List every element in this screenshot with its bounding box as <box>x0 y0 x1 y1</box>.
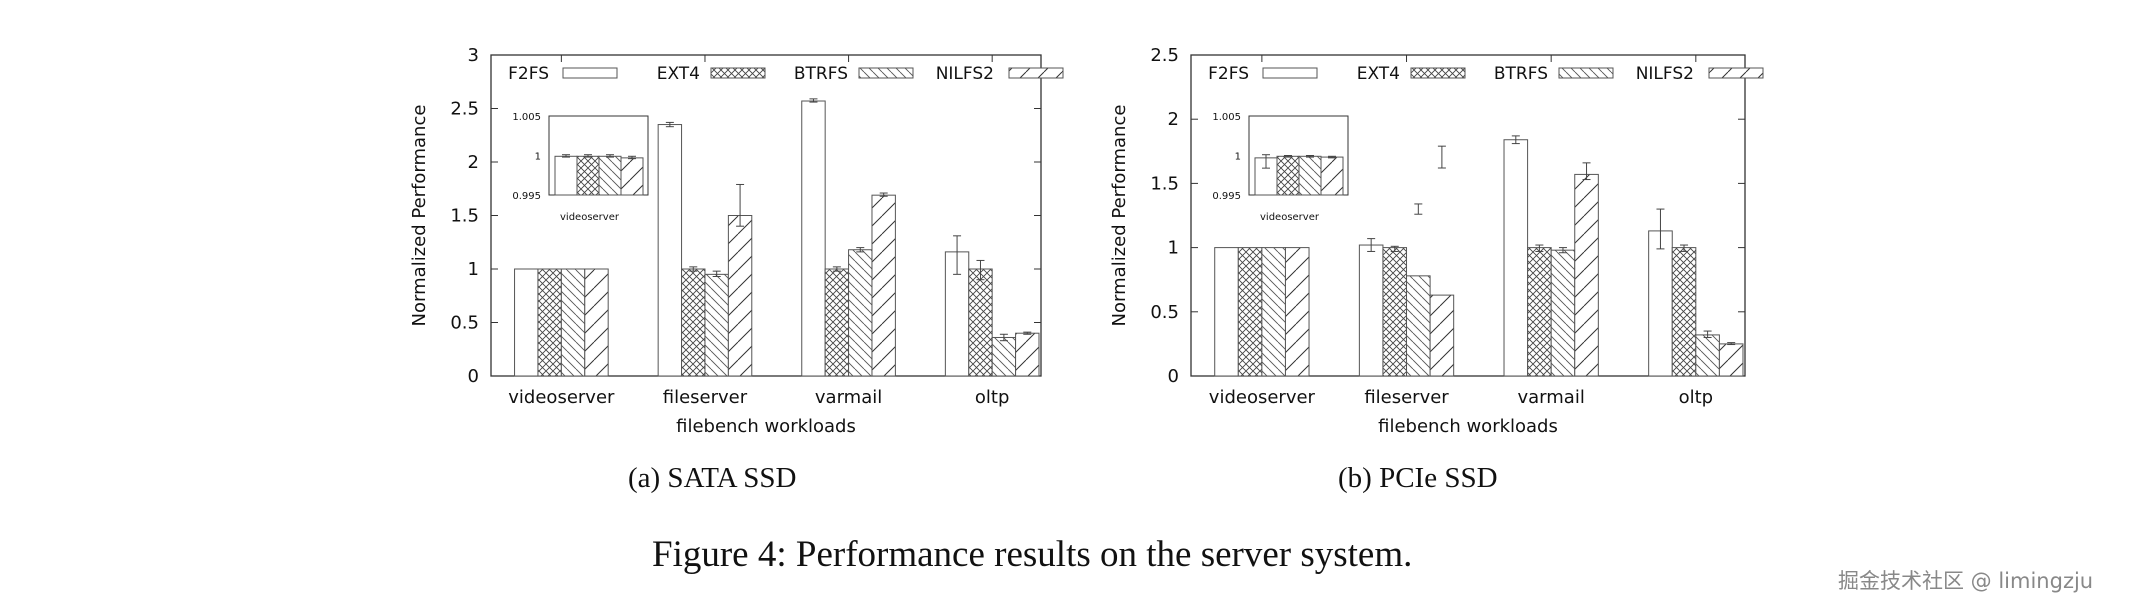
y-axis-title: Normalized Performance <box>1109 105 1130 327</box>
bar-ext4-oltp <box>1671 247 1697 377</box>
legend-label: BTRFS <box>794 64 848 84</box>
subcaption-b: (b) PCIe SSD <box>1338 462 1498 494</box>
inset-y-tick-label: 1.005 <box>1212 112 1241 123</box>
bar-f2fs-videoserver <box>514 268 539 377</box>
y-tick-label: 2 <box>468 152 479 173</box>
bar-nilfs2-videoserver <box>1284 247 1310 377</box>
x-axis-title: filebench workloads <box>676 416 856 437</box>
x-tick-label: varmail <box>815 387 882 408</box>
inset-bar-nilfs2 <box>620 157 644 196</box>
bar-ext4-videoserver <box>537 268 562 377</box>
legend-label: EXT4 <box>657 64 700 84</box>
inset-x-label: videoserver <box>1260 212 1320 223</box>
legend-swatch-crosshatch <box>710 67 766 79</box>
legend-label: NILFS2 <box>1636 64 1694 84</box>
inset-bar-btrfs <box>1298 155 1322 196</box>
bar-f2fs-fileserver <box>1358 244 1384 377</box>
bar-ext4-fileserver <box>1382 247 1408 377</box>
bar-nilfs2-varmail <box>1574 173 1599 377</box>
y-axis-title: Normalized Performance <box>409 105 430 327</box>
legend-swatch-empty <box>562 67 618 79</box>
bar-ext4-oltp <box>968 268 993 377</box>
subcaption-a: (a) SATA SSD <box>628 462 797 494</box>
inset-bar-ext4 <box>1276 155 1300 196</box>
inset-bar-nilfs2 <box>1320 156 1344 196</box>
legend-swatch-backslash <box>1558 67 1614 79</box>
y-tick-label: 1 <box>1168 238 1179 259</box>
y-tick-label: 0.5 <box>450 313 479 334</box>
bar-ext4-varmail <box>1527 247 1552 377</box>
bar-btrfs-oltp <box>991 336 1017 377</box>
y-tick-label: 1 <box>468 259 479 280</box>
y-tick-label: 2 <box>1168 109 1179 130</box>
y-tick-label: 1.5 <box>1150 173 1179 194</box>
x-axis-title: filebench workloads <box>1378 416 1558 437</box>
y-tick-label: 1.5 <box>450 206 479 227</box>
figure-caption: Figure 4: Performance results on the ser… <box>652 534 1413 575</box>
bar-f2fs-videoserver <box>1214 247 1239 377</box>
legend-swatch-backslash <box>858 67 914 79</box>
y-tick-label: 0 <box>1168 366 1179 387</box>
chart-pcie-ssd: 0 0.5 1 1.5 2 2.5 videoserver fileserver varmail… <box>1109 45 1764 437</box>
x-tick-label: videoserver <box>508 387 615 408</box>
bar-nilfs2-videoserver <box>584 268 609 377</box>
x-tick-label: varmail <box>1518 387 1585 408</box>
bar-nilfs2-varmail <box>871 194 896 377</box>
y-tick-label: 3 <box>468 45 479 66</box>
y-tick-label: 2.5 <box>1150 45 1179 66</box>
x-tick-label: fileserver <box>1364 387 1449 408</box>
y-tick-label: 0.5 <box>1150 302 1179 323</box>
inset-y-tick-label: 1 <box>535 152 541 163</box>
bar-nilfs2-fileserver <box>727 215 753 377</box>
y-tick-label: 0 <box>468 366 479 387</box>
y-tick-label: 2.5 <box>450 99 479 120</box>
bar-nilfs2-fileserver <box>1429 294 1455 377</box>
chart-sata-ssd: 0 0.5 1 1.5 2 2.5 3 videoserver fileserver varmai… <box>409 45 1064 437</box>
legend-label: NILFS2 <box>936 64 994 84</box>
bar-btrfs-fileserver <box>704 273 729 377</box>
watermark: 掘金技术社区 @ limingzju <box>1838 569 2094 593</box>
bar-btrfs-varmail <box>848 249 873 377</box>
x-tick-label: oltp <box>975 387 1010 408</box>
bar-nilfs2-oltp <box>1015 332 1040 377</box>
legend-swatch-slash <box>1008 67 1064 79</box>
inset-x-label: videoserver <box>560 212 620 223</box>
inset-y-tick-label: 1.005 <box>512 112 541 123</box>
bar-btrfs-videoserver <box>560 268 586 377</box>
legend-swatch-crosshatch <box>1410 67 1466 79</box>
bar-btrfs-fileserver <box>1406 275 1431 377</box>
bar-ext4-videoserver <box>1237 247 1263 377</box>
bar-f2fs-oltp <box>1648 230 1673 377</box>
bar-btrfs-oltp <box>1695 334 1720 377</box>
legend-label: EXT4 <box>1357 64 1400 84</box>
bar-ext4-fileserver <box>681 268 706 377</box>
legend-swatch-slash <box>1708 67 1764 79</box>
legend-swatch-empty <box>1262 67 1318 79</box>
legend-label: BTRFS <box>1494 64 1548 84</box>
bar-f2fs-varmail <box>801 100 826 377</box>
x-tick-label: oltp <box>1679 387 1714 408</box>
x-tick-label: videoserver <box>1209 387 1316 408</box>
legend-label: F2FS <box>1208 64 1249 84</box>
inset-y-tick-label: 0.995 <box>1212 191 1241 202</box>
bar-f2fs-fileserver <box>657 124 683 377</box>
inset-bar-btrfs <box>598 155 622 196</box>
bar-btrfs-varmail <box>1550 249 1576 377</box>
inset-bar-ext4 <box>576 155 600 196</box>
plot-frame <box>1190 54 1746 377</box>
bar-btrfs-videoserver <box>1261 247 1286 377</box>
bar-f2fs-varmail <box>1503 139 1529 377</box>
inset-bar-f2fs <box>554 155 578 196</box>
inset-y-tick-label: 0.995 <box>512 191 541 202</box>
bar-ext4-varmail <box>824 268 850 377</box>
legend-label: F2FS <box>508 64 549 84</box>
inset-y-tick-label: 1 <box>1235 152 1241 163</box>
bar-nilfs2-oltp <box>1718 343 1744 377</box>
x-tick-label: fileserver <box>663 387 748 408</box>
